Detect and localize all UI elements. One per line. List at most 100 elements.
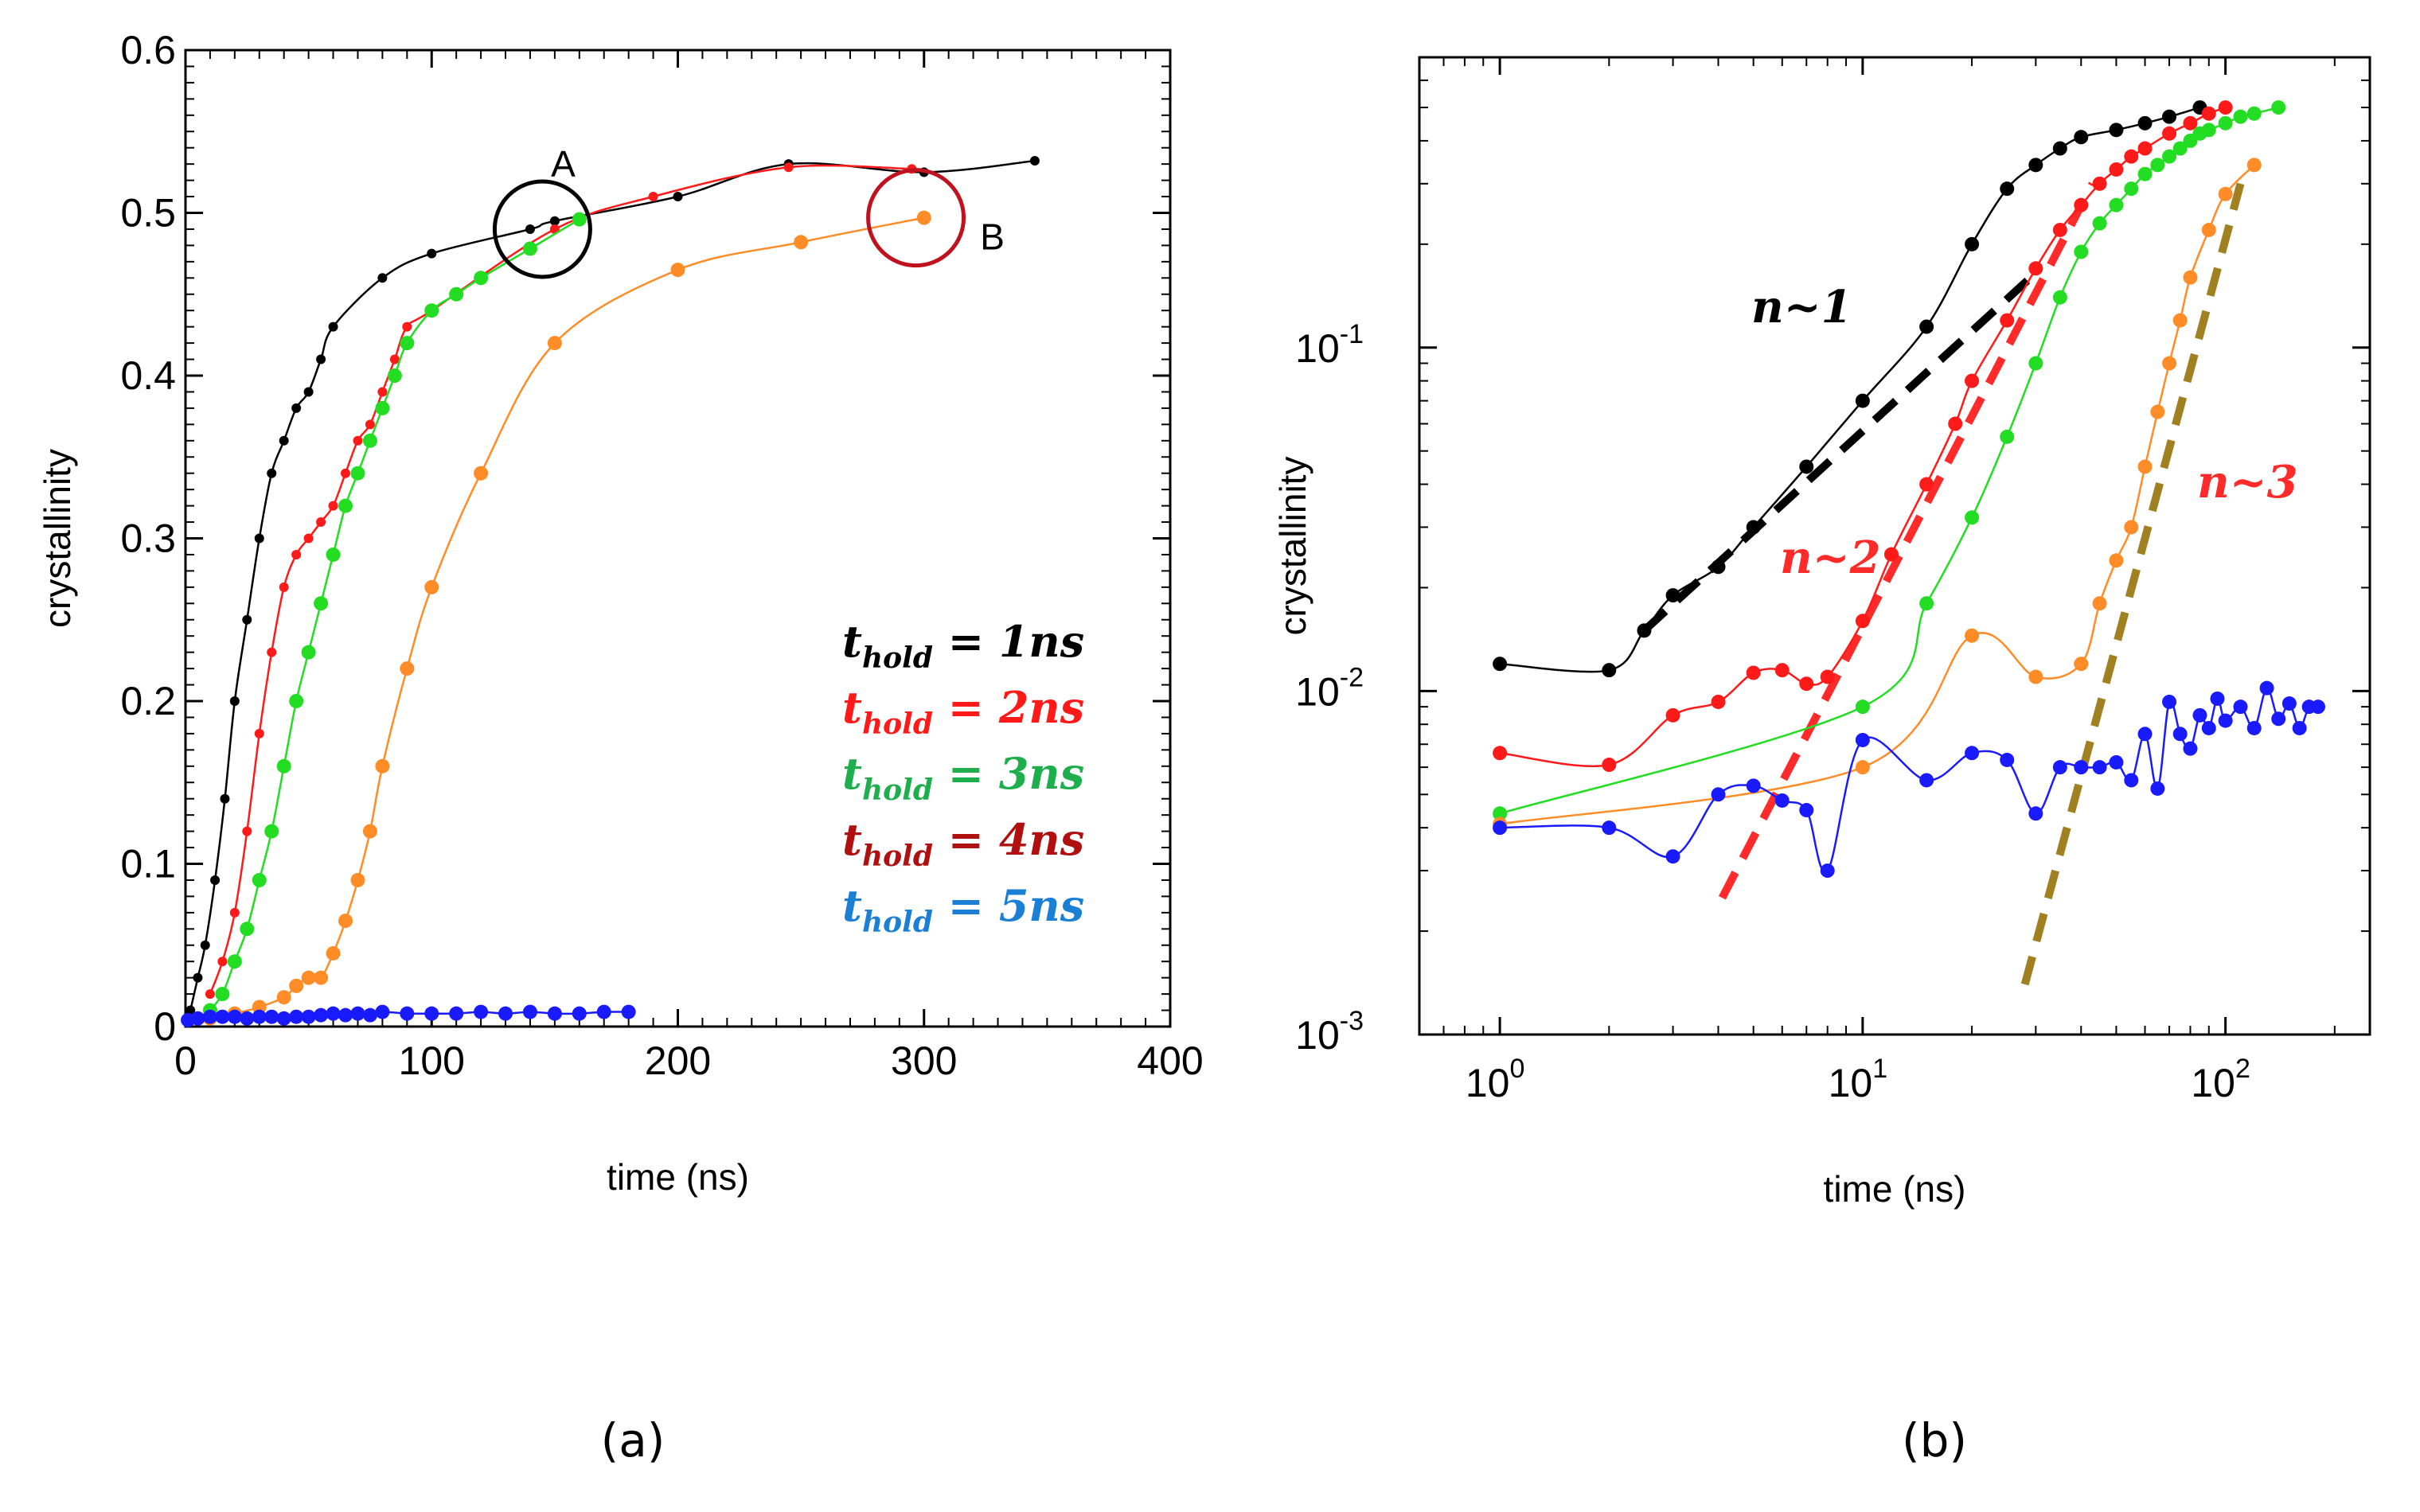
data-point	[2074, 197, 2089, 212]
panel-b-chart: 100 101 102 10-3 10-2 10-1 time (ns) crystallin…	[1272, 56, 2371, 1210]
data-point	[1711, 559, 1726, 575]
x-tick-label: 0	[174, 1039, 197, 1083]
data-point	[1637, 623, 1652, 638]
data-point	[449, 286, 464, 302]
data-point	[2124, 520, 2139, 535]
data-point	[2028, 669, 2043, 684]
y-tick-label: 0.2	[120, 679, 176, 723]
data-point	[240, 1011, 255, 1026]
data-point	[254, 728, 264, 738]
data-point	[289, 978, 304, 993]
x-tick-label: 100	[1466, 1054, 1525, 1105]
data-point	[424, 303, 439, 318]
data-point	[474, 1004, 489, 1019]
data-point	[1919, 773, 1934, 788]
y-tick-label: 0.1	[120, 842, 176, 887]
data-point	[1493, 746, 1508, 761]
data-point	[2218, 115, 2233, 131]
data-point	[2172, 313, 2188, 328]
data-point	[2183, 115, 2198, 131]
legend-entry: thold = 1ns	[842, 616, 1084, 675]
data-point	[338, 1007, 353, 1023]
data-point	[215, 987, 230, 1002]
data-point	[2028, 158, 2043, 173]
data-point	[389, 354, 400, 364]
x-tick-label: 101	[1829, 1054, 1888, 1105]
fit-line	[1718, 181, 2097, 900]
data-point	[2201, 106, 2216, 121]
data-point	[1799, 459, 1814, 474]
data-point	[205, 989, 215, 1000]
data-point	[314, 970, 329, 985]
data-point	[2137, 727, 2153, 742]
y-tick-label: 0.6	[120, 28, 176, 72]
data-point	[424, 1006, 439, 1021]
data-point	[1711, 694, 1726, 709]
data-point	[1820, 863, 1835, 879]
data-point	[572, 212, 587, 227]
series-line	[209, 218, 580, 1011]
data-point	[400, 1006, 415, 1021]
data-point	[2074, 657, 2089, 672]
data-point	[2218, 713, 2233, 728]
plot-frame	[1418, 56, 2371, 1036]
data-point	[547, 1006, 562, 1021]
circle-a	[492, 179, 592, 279]
data-point	[2201, 123, 2216, 138]
y-tick-label: 0.5	[120, 191, 176, 236]
data-point	[1965, 628, 1980, 643]
data-point	[316, 354, 326, 364]
data-point	[328, 321, 338, 332]
data-point	[2162, 356, 2177, 371]
data-point	[341, 468, 351, 478]
legend-entry: thold = 4ns	[842, 814, 1084, 873]
data-point	[2109, 123, 2124, 138]
data-point	[474, 466, 489, 481]
data-point	[276, 1011, 291, 1026]
data-point	[2201, 720, 2216, 735]
data-point	[2028, 806, 2043, 821]
data-point	[525, 224, 535, 234]
data-point	[2150, 158, 2165, 173]
data-point	[264, 824, 279, 839]
legend-entry: thold = 5ns	[842, 880, 1084, 939]
data-point	[2210, 691, 2225, 706]
data-point	[1602, 820, 1617, 836]
data-point	[2201, 222, 2216, 237]
data-point	[1774, 663, 1790, 678]
legend-entry: thold = 3ns	[842, 748, 1084, 807]
data-point	[254, 533, 264, 544]
data-point	[1855, 393, 1870, 408]
data-point	[350, 872, 365, 887]
data-point	[279, 582, 289, 592]
data-point	[2052, 222, 2067, 237]
data-point	[2074, 130, 2089, 145]
data-point	[1883, 547, 1899, 562]
y-tick-label: 0.3	[120, 516, 176, 561]
data-point	[522, 1004, 537, 1019]
data-point	[1855, 760, 1870, 775]
data-point	[1965, 746, 1980, 761]
data-point	[291, 549, 302, 559]
data-point	[1493, 820, 1508, 836]
x-tick-label: 100	[399, 1039, 465, 1083]
data-point	[498, 1006, 513, 1021]
data-point	[2183, 270, 2198, 285]
x-tick-label: 102	[2191, 1054, 2250, 1105]
y-axis-label: crystallinity	[1272, 457, 1313, 636]
data-point	[1774, 793, 1790, 808]
data-point	[301, 970, 316, 985]
data-point	[190, 1011, 205, 1026]
x-tick-label: 200	[645, 1039, 711, 1083]
data-point	[1746, 665, 1761, 680]
data-point	[362, 1007, 377, 1023]
data-point	[229, 907, 240, 918]
data-point	[2000, 429, 2015, 444]
data-point	[2150, 404, 2165, 419]
data-point	[2259, 680, 2274, 696]
data-point	[2271, 711, 2286, 727]
data-point	[377, 387, 388, 397]
slope-annotation: n~2	[1780, 532, 1881, 584]
data-point	[402, 321, 412, 332]
